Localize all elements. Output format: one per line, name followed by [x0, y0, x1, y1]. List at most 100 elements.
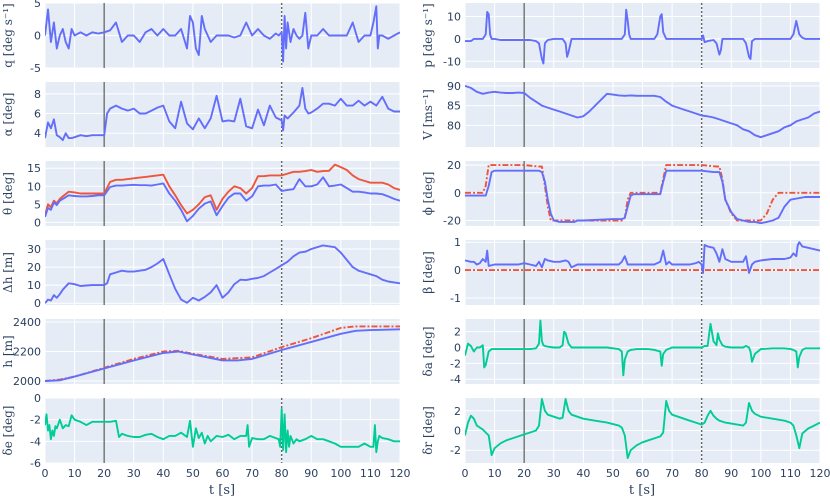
y-tick-label: 10: [447, 10, 461, 23]
y-tick-label: 0: [454, 187, 461, 200]
y-tick-label: 10: [27, 279, 41, 292]
panel-da: 2 0 -2 -4 δa [deg]: [421, 319, 821, 386]
x-tick-label: 90: [304, 467, 318, 480]
y-tick-label: 8: [34, 88, 41, 101]
series-group: [45, 86, 400, 142]
series-alpha: [45, 86, 400, 142]
y-axis-label-de: δe [deg]: [1, 406, 15, 456]
y-axis-label-theta: θ [deg]: [1, 172, 15, 215]
panel-phi: 20 0 -20 ϕ [deg]: [421, 159, 821, 227]
panel-alpha: 8 6 4 α [deg]: [1, 82, 401, 147]
series-group: [465, 85, 820, 139]
y-tick-label: 20: [27, 261, 41, 274]
y-tick-label: 5: [34, 198, 41, 211]
x-tick-label: 60: [216, 467, 230, 480]
y-tick-label: 2: [454, 405, 461, 418]
series-delta_e: [45, 407, 400, 454]
y-tick-label: 0: [34, 297, 41, 310]
series-group: [465, 398, 820, 460]
y-axis-label-phi: ϕ [deg]: [421, 172, 435, 216]
y-tick-label: 30: [27, 243, 41, 256]
panel-V: 90 85 80 V [ms⁻¹]: [421, 80, 821, 147]
series-q: [45, 5, 400, 63]
y-tick-label: -4: [30, 435, 41, 448]
y-tick-label: 0: [454, 33, 461, 46]
y-tick-label: 2400: [13, 316, 41, 329]
x-tick-label: 10: [488, 467, 502, 480]
y-tick-label: -4: [450, 373, 461, 386]
panel-dh: 30 20 10 0 Δh [m]: [1, 240, 401, 310]
x-tick-label: 20: [517, 467, 531, 480]
y-tick-label: 5: [34, 0, 41, 10]
y-tick-label: -2: [450, 444, 461, 457]
y-axis-label-q: q [deg s⁻¹]: [1, 3, 15, 67]
y-axis-label-dr: δr [deg]: [421, 406, 435, 455]
y-tick-label: 0: [454, 264, 461, 277]
series-delta_h: [45, 244, 400, 304]
series-phi: [465, 169, 820, 225]
x-tick-label: 90: [724, 467, 738, 480]
y-tick-label: 15: [27, 162, 41, 175]
panel-theta: 15 10 5 0 θ [deg]: [1, 161, 401, 229]
panel-h: 2400 2200 2000 h [m]: [1, 316, 401, 388]
series-V: [465, 85, 820, 139]
x-tick-label: 10: [68, 467, 82, 480]
y-axis-label-h: h [m]: [1, 335, 15, 367]
y-tick-label: 0: [454, 425, 461, 438]
series-group: [45, 5, 400, 63]
x-tick-label: 80: [275, 467, 289, 480]
series-p: [465, 8, 820, 65]
x-tick-label: 120: [390, 467, 411, 480]
series-delta_a: [465, 319, 820, 377]
y-tick-label: 1: [454, 236, 461, 249]
panel-dr: 20-2δr [deg]0 10 20 30 40 50 60 70 80 90 100 110 120: [421, 398, 830, 480]
x-tick-label: 120: [810, 467, 830, 480]
x-tick-label: 100: [750, 467, 771, 480]
y-tick-label: -20: [443, 214, 461, 227]
series-group: [45, 244, 400, 304]
y-tick-label: 2200: [13, 346, 41, 359]
series-group: [465, 164, 820, 225]
y-axis-label-p: p [deg s⁻¹]: [421, 3, 435, 67]
x-tick-label: 30: [547, 467, 561, 480]
y-tick-label: -10: [443, 55, 461, 68]
panel-de: 0 -2 -4 -6 δe [deg] 0 10 20 30 40 50 60 70 80 90 100 110…: [1, 392, 411, 480]
x-tick-label: 100: [330, 467, 351, 480]
panel-p: 10 0 -10 p [deg s⁻¹]: [421, 3, 821, 68]
series-group: [45, 163, 400, 223]
y-tick-label: 0: [34, 30, 41, 43]
y-axis-label-dh: Δh [m]: [1, 252, 15, 293]
y-axis-label-da: δa [deg]: [421, 326, 435, 376]
x-tick-label: 80: [695, 467, 709, 480]
x-tick-label: 40: [576, 467, 590, 480]
y-tick-label: -2: [450, 357, 461, 370]
x-tick-label: 50: [606, 467, 620, 480]
y-tick-label: 10: [27, 180, 41, 193]
y-tick-label: 80: [447, 119, 461, 132]
x-axis-label-right: t [s]: [629, 483, 655, 498]
y-axis-label-V: V [ms⁻¹]: [421, 89, 435, 141]
series-delta_r: [465, 398, 820, 460]
panel-q: 5 0 -5 q [deg s⁻¹]: [1, 0, 401, 75]
y-tick-label: 90: [447, 80, 461, 93]
x-tick-label: 110: [360, 467, 381, 480]
series-group: [45, 325, 400, 382]
y-axis-label-beta: β [deg]: [421, 251, 435, 294]
y-tick-label: 4: [34, 127, 41, 140]
series-theta_ref: [45, 163, 400, 216]
y-tick-label: 6: [34, 108, 41, 121]
x-tick-label: 0: [42, 467, 49, 480]
y-tick-label: -1: [450, 292, 461, 305]
y-tick-label: 0: [34, 216, 41, 229]
y-axis-label-alpha: α [deg]: [1, 93, 15, 137]
x-tick-label: 50: [186, 467, 200, 480]
x-tick-label: 70: [245, 467, 259, 480]
x-axis-label-left: t [s]: [209, 483, 235, 498]
y-tick-label: -5: [30, 62, 41, 75]
series-group: [465, 241, 820, 274]
series-group: [465, 8, 820, 65]
x-tick-label: 20: [97, 467, 111, 480]
y-tick-label: 0: [454, 342, 461, 355]
y-tick-label: 20: [447, 159, 461, 172]
